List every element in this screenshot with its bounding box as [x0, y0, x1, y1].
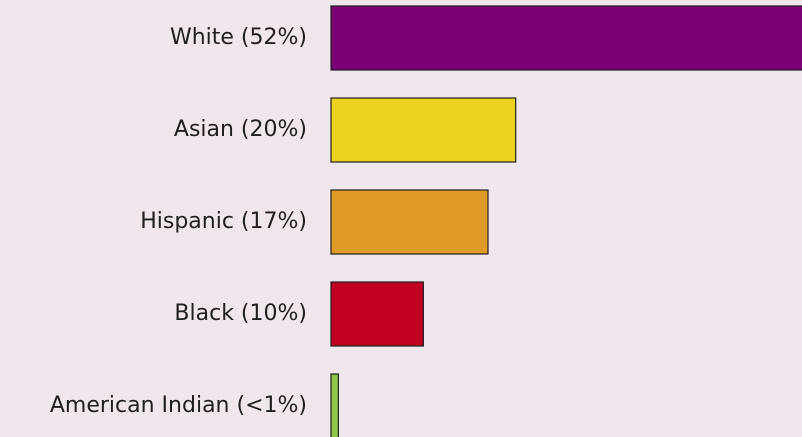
bars-layer: [330, 5, 802, 437]
category-label: White (52%): [170, 25, 307, 50]
category-label: Black (10%): [174, 301, 307, 326]
bar-asian: [330, 97, 517, 163]
labels-layer: White (52%) Asian (20%) Hispanic (17%) Blac…: [50, 25, 307, 418]
bar-white: [330, 5, 802, 71]
category-label: American Indian (<1%): [50, 393, 307, 418]
category-label: Hispanic (17%): [140, 209, 307, 234]
bar-hispanic: [330, 189, 489, 255]
bar-black: [330, 281, 424, 347]
bar-american: [330, 373, 339, 437]
category-label: Asian (20%): [174, 117, 307, 142]
